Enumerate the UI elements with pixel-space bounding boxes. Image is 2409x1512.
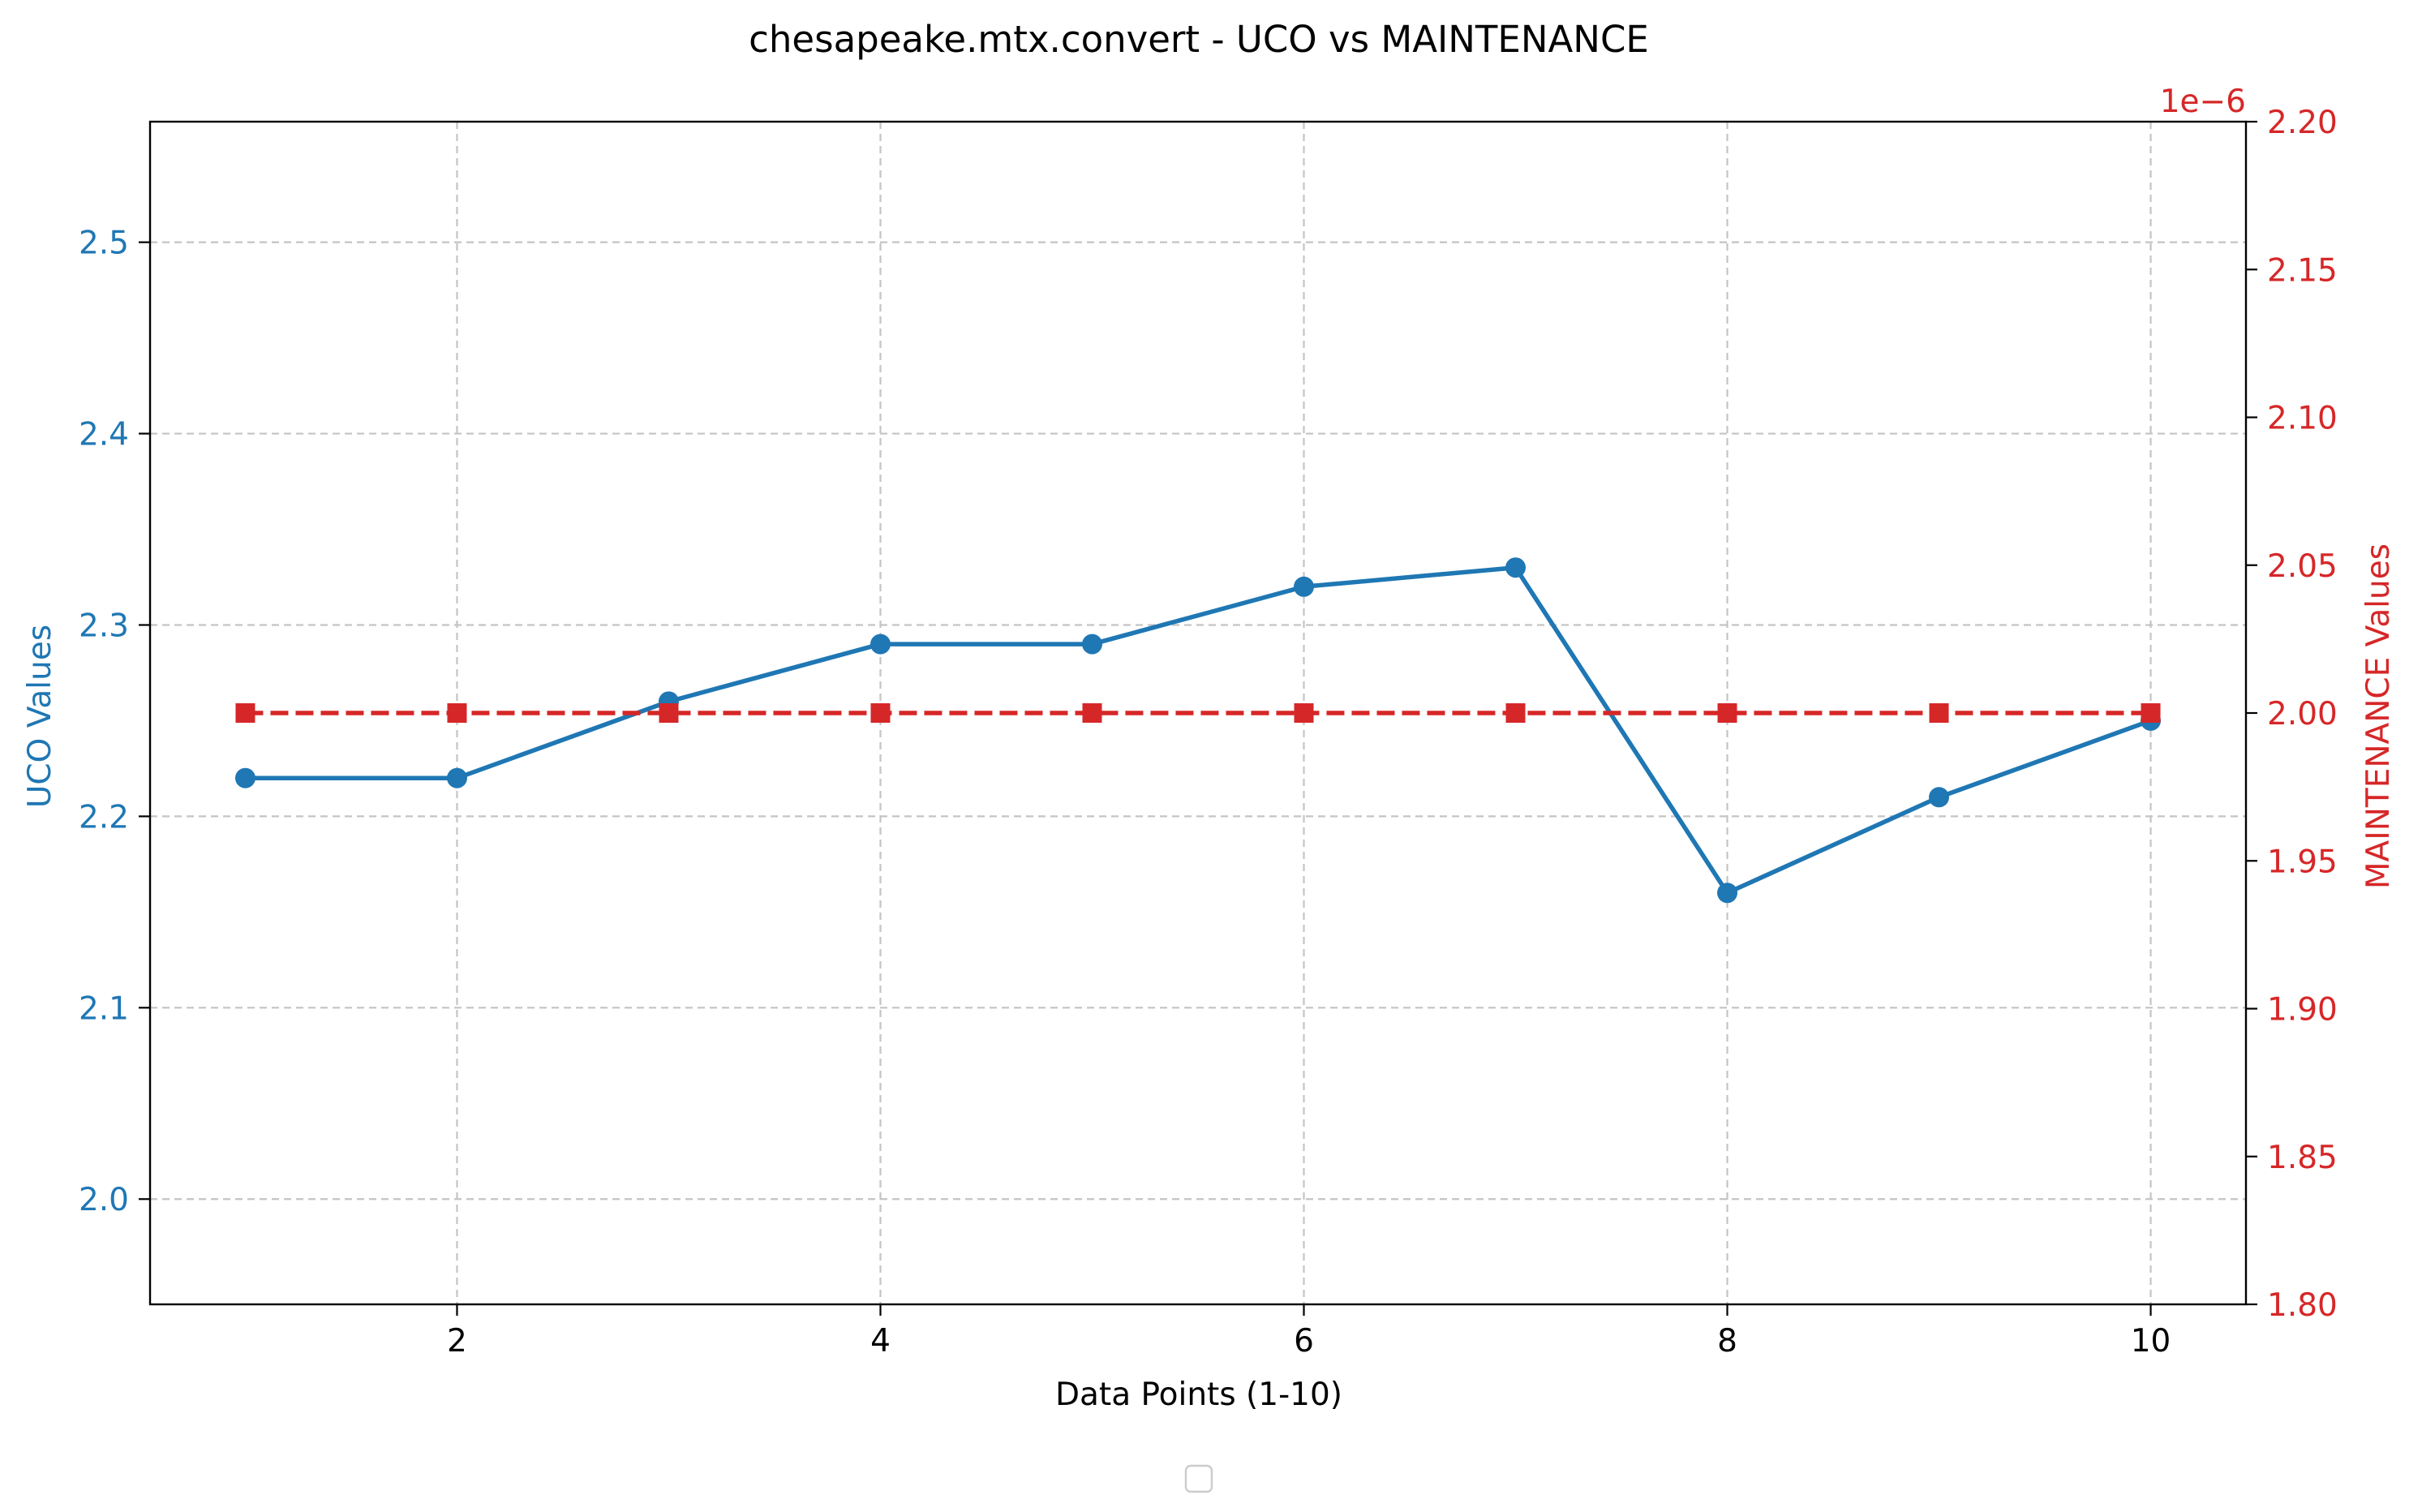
y-left-tick-label: 2.0 [79,1182,129,1218]
x-tick-label: 10 [2131,1323,2171,1360]
series-1-marker [870,634,891,655]
series-2-marker [235,703,256,723]
y-right-tick-label: 2.05 [2267,548,2338,585]
series-2-marker [659,703,679,723]
series-layer [234,557,2162,904]
series-1-line [245,565,2152,896]
y-left-tick-label: 2.2 [79,799,129,835]
series-2-marker [447,703,467,723]
series-1-marker [1717,883,1738,904]
y-right-tick-label: 1.95 [2267,844,2338,880]
x-tick-label: 8 [1717,1323,1737,1360]
series-2-marker [1294,703,1314,723]
y-right-tick-label: 1.85 [2267,1140,2338,1176]
x-tick-label: 4 [870,1323,891,1360]
x-tick-label: 6 [1294,1323,1314,1360]
y-left-tick-label: 2.3 [79,608,129,644]
y-right-tick-label: 2.20 [2267,105,2338,141]
series-2-marker [1082,703,1102,723]
series-2-marker [2141,703,2161,723]
y-left-tick-label: 2.5 [79,226,129,262]
right-axis-offset-text: 1e−6 [2160,84,2246,120]
series-2-marker [1505,703,1526,723]
y-right-axis-label: MAINTENANCE Values [2360,543,2397,889]
series-1-marker [1294,576,1315,597]
axis-layer: 2 4 6 8 10 2.0 2.1 2.2 2.3 2.4 2.5 1.80 1.85 1.90 1.95… [79,105,2338,1360]
x-axis-label: Data Points (1-10) [1055,1377,1342,1413]
x-tick-label: 2 [447,1323,467,1360]
y-right-tick-label: 1.80 [2267,1287,2338,1324]
series-1-marker [1929,787,1950,808]
series-2-marker [1929,703,1949,723]
y-right-tick-label: 2.10 [2267,401,2338,437]
legend-box [1184,1464,1213,1493]
series-1-marker [234,767,256,788]
y-right-tick-label: 1.90 [2267,992,2338,1029]
y-left-tick-label: 2.4 [79,417,129,453]
y-right-tick-label: 2.00 [2267,696,2338,732]
series-1-marker [1505,557,1527,578]
y-right-tick-label: 2.15 [2267,252,2338,289]
series-2-marker [870,703,891,723]
series-1-marker [1081,634,1102,655]
chart-title: chesapeake.mtx.convert - UCO vs MAINTENA… [749,18,1649,61]
y-left-axis-label: UCO Values [22,625,58,808]
y-left-tick-label: 2.1 [79,990,129,1027]
series-2-marker [1717,703,1737,723]
series-1-marker [446,767,467,788]
